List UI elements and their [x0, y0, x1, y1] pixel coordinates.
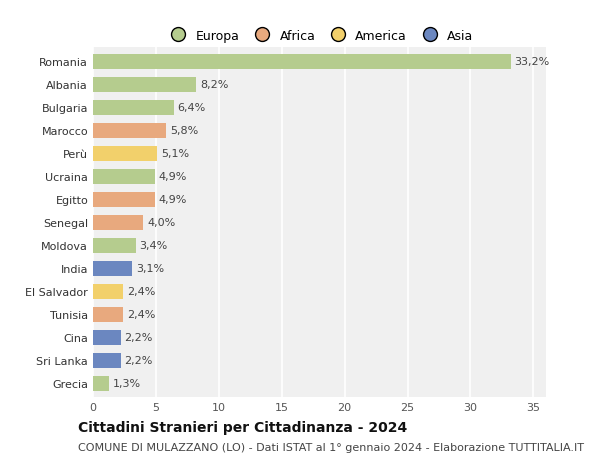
Bar — [93, 78, 196, 92]
Text: 2,4%: 2,4% — [127, 286, 155, 297]
Text: 5,8%: 5,8% — [170, 126, 198, 136]
Text: Cittadini Stranieri per Cittadinanza - 2024: Cittadini Stranieri per Cittadinanza - 2… — [78, 420, 407, 434]
Bar — [93, 55, 511, 69]
Bar — [93, 146, 157, 161]
Text: 5,1%: 5,1% — [161, 149, 189, 159]
Text: 3,4%: 3,4% — [140, 241, 168, 251]
Bar — [93, 261, 132, 276]
Text: 2,2%: 2,2% — [124, 332, 153, 342]
Text: 33,2%: 33,2% — [515, 57, 550, 67]
Bar — [93, 101, 173, 115]
Text: 1,3%: 1,3% — [113, 378, 141, 388]
Bar — [93, 307, 123, 322]
Text: 3,1%: 3,1% — [136, 263, 164, 274]
Text: 4,9%: 4,9% — [158, 195, 187, 205]
Text: 4,9%: 4,9% — [158, 172, 187, 182]
Bar — [93, 215, 143, 230]
Bar — [93, 330, 121, 345]
Bar — [93, 238, 136, 253]
Legend: Europa, Africa, America, Asia: Europa, Africa, America, Asia — [161, 25, 478, 48]
Text: COMUNE DI MULAZZANO (LO) - Dati ISTAT al 1° gennaio 2024 - Elaborazione TUTTITAL: COMUNE DI MULAZZANO (LO) - Dati ISTAT al… — [78, 442, 584, 452]
Bar — [93, 169, 155, 184]
Bar — [93, 123, 166, 138]
Text: 2,4%: 2,4% — [127, 309, 155, 319]
Bar — [93, 353, 121, 368]
Bar — [93, 376, 109, 391]
Text: 6,4%: 6,4% — [178, 103, 206, 113]
Text: 4,0%: 4,0% — [147, 218, 175, 228]
Text: 2,2%: 2,2% — [124, 355, 153, 365]
Bar — [93, 192, 155, 207]
Bar — [93, 284, 123, 299]
Text: 8,2%: 8,2% — [200, 80, 229, 90]
